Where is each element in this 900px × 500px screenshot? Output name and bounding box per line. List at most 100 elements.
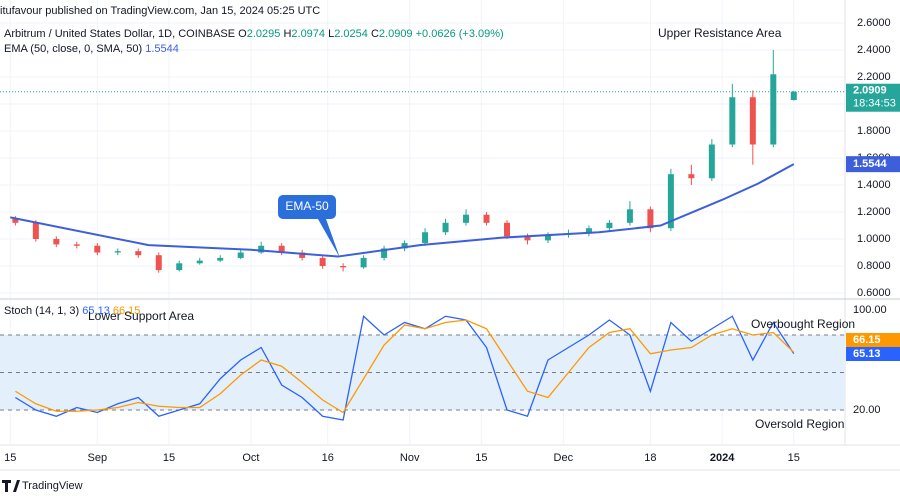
candle-body bbox=[606, 222, 613, 229]
candle-body bbox=[319, 257, 326, 267]
stoch-value-box bbox=[846, 347, 900, 361]
candle-body bbox=[544, 234, 551, 241]
y-tick-label: 2.4000 bbox=[857, 44, 891, 56]
candle-body bbox=[360, 257, 367, 268]
candle-body bbox=[155, 255, 162, 271]
candle-body bbox=[135, 251, 142, 256]
candle-body bbox=[667, 174, 674, 229]
candle-body bbox=[647, 209, 654, 229]
last-price-box bbox=[846, 83, 900, 112]
price-legend: Arbitrum / United States Dollar, 1D, COI… bbox=[4, 28, 504, 40]
annotation: EMA-50 bbox=[285, 199, 329, 213]
ema-price-label: 1.5544 bbox=[853, 158, 888, 170]
y-tick-label: 2.2000 bbox=[857, 71, 891, 83]
stoch-legend: Stoch (14, 1, 3) 65.13 66.15 bbox=[4, 305, 140, 317]
y-tick-label: 1.4000 bbox=[857, 179, 891, 191]
candle-body bbox=[237, 252, 244, 258]
ema-price-box bbox=[846, 156, 900, 173]
candle-body bbox=[32, 222, 39, 240]
stoch-value-box bbox=[846, 333, 900, 347]
y-tick-label: 20.00 bbox=[853, 404, 881, 416]
x-tick-label: 15 bbox=[4, 452, 16, 464]
candle-body bbox=[790, 91, 797, 101]
candle-body bbox=[94, 245, 101, 253]
candle-body bbox=[708, 144, 715, 179]
candle-body bbox=[729, 97, 736, 145]
candle-body bbox=[299, 252, 306, 258]
ohlc-value: 2.0295 bbox=[247, 28, 281, 40]
stoch-band bbox=[0, 335, 845, 410]
x-tick-label: 15 bbox=[475, 452, 487, 464]
ema-legend: EMA (50, close, 0, SMA, 50) 1.5544 bbox=[4, 43, 179, 55]
stoch-value-label: 66.15 bbox=[853, 334, 881, 346]
y-tick-label: 0.6000 bbox=[857, 287, 891, 299]
publish-info: itufavour published on TradingView.com, … bbox=[0, 5, 320, 17]
candle-body bbox=[749, 97, 756, 145]
stoch-k-value: 65.13 bbox=[82, 305, 110, 317]
candle-body bbox=[12, 218, 19, 223]
ohlc-label: H bbox=[283, 28, 291, 40]
candle-body bbox=[688, 174, 695, 179]
candle-body bbox=[442, 222, 449, 233]
plot-layer: 15 Sep 15 Oct 16 Nov 15 Dec 18 2024 15 0.6000 0.8000… bbox=[0, 0, 900, 464]
candle-body bbox=[504, 222, 510, 237]
annotation: Lower Support Area bbox=[88, 309, 194, 323]
callout-box bbox=[278, 195, 336, 219]
candle-body bbox=[196, 260, 203, 264]
candle-body bbox=[114, 251, 121, 253]
y-tick-label: 0.8000 bbox=[857, 260, 891, 272]
ohlc-label: C bbox=[371, 28, 379, 40]
ohlc-value: 2.0974 bbox=[291, 28, 325, 40]
candle-body bbox=[422, 232, 429, 244]
logo bbox=[2, 480, 20, 492]
candle-body bbox=[258, 245, 265, 253]
y-tick-label: 1.2000 bbox=[857, 206, 891, 218]
candle-body bbox=[770, 74, 777, 145]
stoch-d-value: 66.15 bbox=[113, 305, 141, 317]
annotation: Overbought Region bbox=[751, 317, 855, 331]
candle-body bbox=[381, 248, 388, 258]
candle-body bbox=[278, 245, 285, 253]
x-tick-label: 18 bbox=[644, 452, 656, 464]
x-tick-label: 16 bbox=[322, 452, 334, 464]
x-tick-label: 2024 bbox=[710, 452, 735, 464]
ema-line bbox=[10, 163, 795, 258]
candle-body bbox=[53, 239, 60, 245]
annotation: Upper Resistance Area bbox=[658, 26, 782, 40]
x-tick-label: Oct bbox=[242, 452, 259, 464]
candle-body bbox=[585, 228, 592, 234]
ema-value: 1.5544 bbox=[145, 43, 179, 55]
countdown: 18:34:53 bbox=[853, 98, 896, 110]
ohlc-value: 2.0254 bbox=[334, 28, 368, 40]
candle-body bbox=[463, 214, 470, 223]
candle-body bbox=[483, 214, 490, 223]
x-tick-label: 15 bbox=[788, 452, 800, 464]
y-tick-label: 100.00 bbox=[853, 304, 887, 316]
x-tick-label: Nov bbox=[400, 452, 420, 464]
footer-brand: TradingView bbox=[22, 480, 83, 492]
x-tick-label: Sep bbox=[88, 452, 108, 464]
annotation: Oversold Region bbox=[755, 417, 844, 431]
y-tick-label: 2.6000 bbox=[857, 17, 891, 29]
stoch-name: Stoch (14, 1, 3) bbox=[4, 305, 79, 317]
candle-body bbox=[626, 209, 633, 223]
stoch-value-label: 65.13 bbox=[853, 348, 881, 360]
candle-body bbox=[217, 257, 224, 261]
candle-body bbox=[340, 266, 347, 268]
x-tick-label: 15 bbox=[163, 452, 175, 464]
ohlc-label: L bbox=[328, 28, 334, 40]
stoch-line bbox=[15, 319, 795, 414]
candle-body bbox=[524, 236, 531, 241]
ohlc-label: O bbox=[238, 28, 247, 40]
ema-name: EMA (50, close, 0, SMA, 50) bbox=[4, 43, 142, 55]
x-tick-label: Dec bbox=[554, 452, 574, 464]
ohlc-value: 2.0909 bbox=[379, 28, 413, 40]
candle-body bbox=[73, 244, 80, 246]
y-tick-label: 1.8000 bbox=[857, 125, 891, 137]
last-price-label: 2.0909 bbox=[853, 85, 887, 97]
change: +0.0626 bbox=[416, 28, 456, 40]
y-tick-label: 1.0000 bbox=[857, 233, 891, 245]
candle-body bbox=[176, 263, 183, 271]
